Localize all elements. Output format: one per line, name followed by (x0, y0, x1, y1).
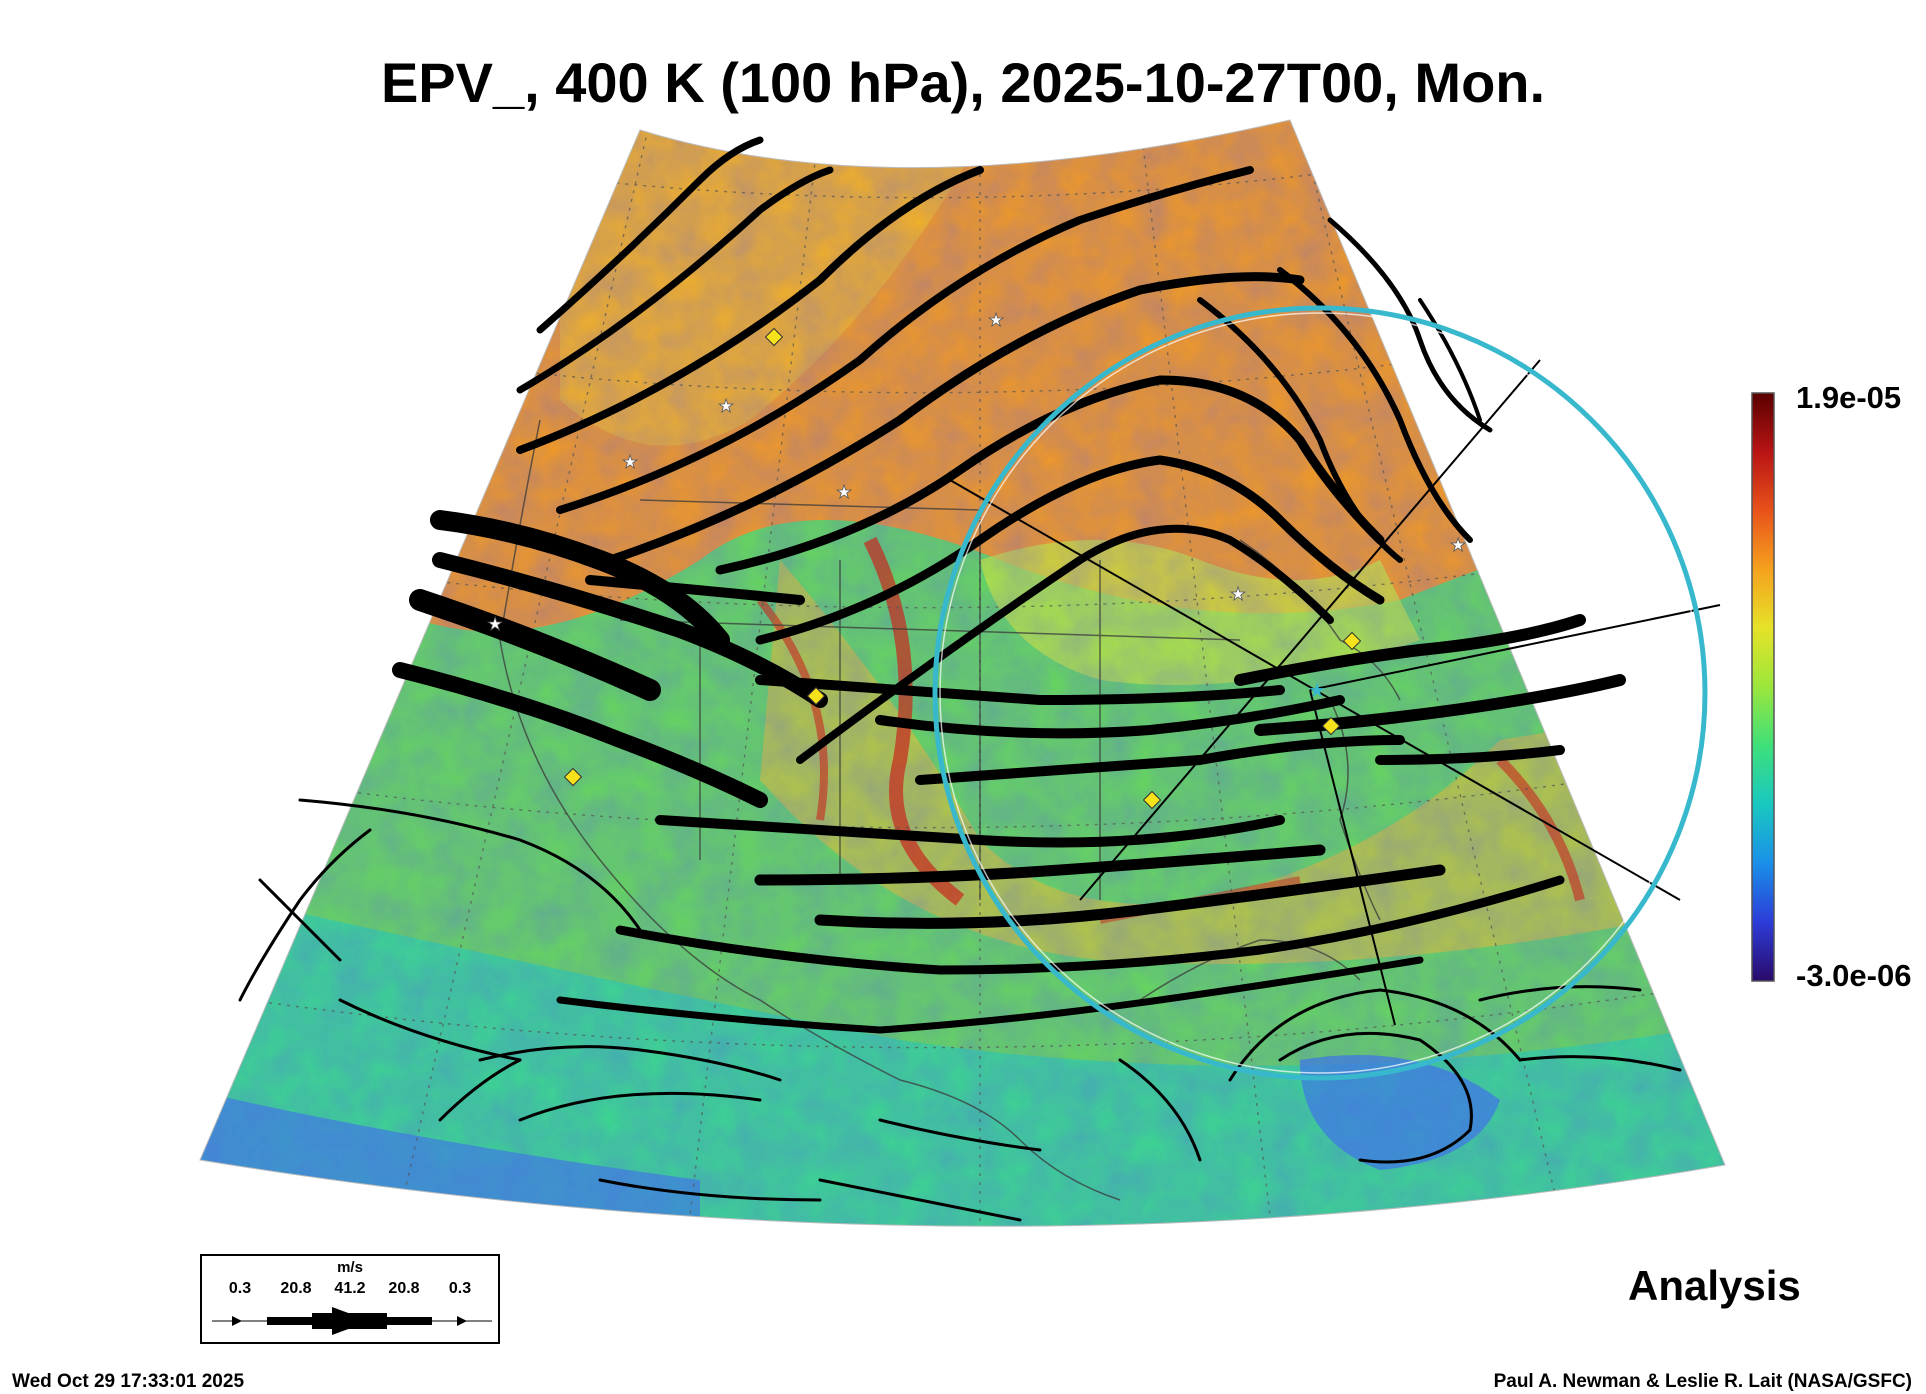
center-star-marker: ★ (1308, 678, 1326, 702)
diamond-marker (563, 767, 583, 787)
star-marker: ★ (487, 614, 503, 635)
analysis-label: Analysis (1628, 1262, 1801, 1309)
star-marker: ★ (836, 482, 852, 503)
legend-arrow (212, 1307, 492, 1335)
wind-speed-legend: m/s 0.3 20.8 41.2 20.8 0.3 (200, 1254, 500, 1344)
star-marker: ★ (622, 452, 638, 473)
legend-unit: m/s (337, 1259, 363, 1276)
credit: Paul A. Newman & Leslie R. Lait (NASA/GS… (1493, 1371, 1912, 1392)
legend-tick: 20.8 (388, 1280, 420, 1297)
diamond-marker (1321, 716, 1341, 736)
colorbar-max-label: 1.9e-05 (1796, 380, 1902, 415)
star-marker: ★ (1450, 535, 1466, 556)
diamond-marker (764, 327, 784, 347)
map-boundary (199, 119, 1726, 1227)
star-marker: ★ (718, 396, 734, 417)
star-marker: ★ (1230, 584, 1246, 605)
legend-tick: 0.3 (448, 1280, 472, 1297)
range-circle (932, 305, 1708, 1081)
wind-streamlines (238, 136, 1682, 1222)
cross-section-lines (949, 359, 1721, 1026)
map-title: EPV_, 400 K (100 hPa), 2025-10-27T00, Mo… (380, 51, 1546, 114)
star-marker: ★ (988, 310, 1004, 331)
diamond-marker (806, 686, 826, 706)
diamond-marker (1142, 790, 1162, 810)
timestamp: Wed Oct 29 17:33:01 2025 (12, 1371, 245, 1392)
colorbar-min-label: -3.0e-06 (1796, 958, 1912, 993)
station-markers: ★ ★ ★ ★ ★ ★ ★ ★ (487, 310, 1467, 810)
legend-tick: 0.3 (228, 1280, 252, 1297)
colorbar (1751, 392, 1775, 982)
legend-tick: 41.2 (334, 1280, 366, 1297)
diamond-marker (1342, 631, 1362, 651)
legend-tick: 20.8 (280, 1280, 312, 1297)
